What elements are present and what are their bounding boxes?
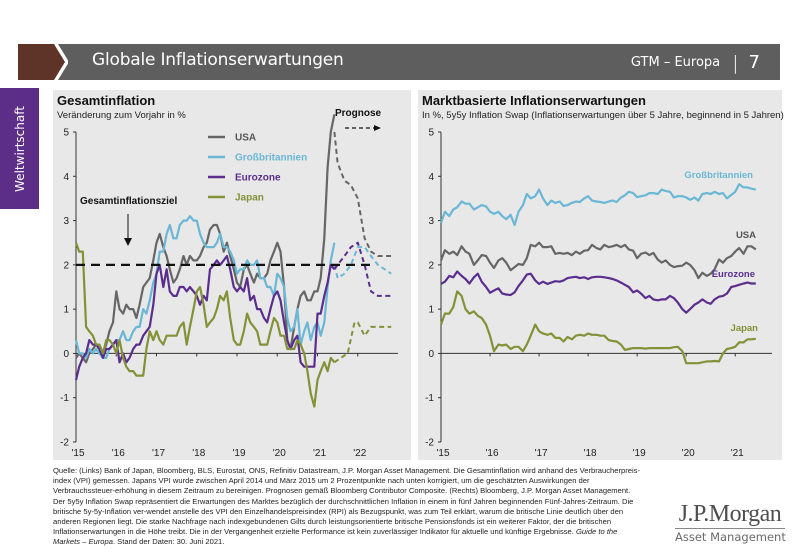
y-tick-label: 0 [428, 349, 434, 360]
legend-label-usa: USA [235, 133, 256, 144]
section-chevron-icon [18, 44, 68, 80]
x-tick-label: '18 [584, 448, 597, 459]
logo-wordmark: J.P.Morgan [678, 501, 782, 527]
source-footnote: Quelle: (Links) Bank of Japan, Bloomberg… [53, 466, 643, 548]
y-tick-label: 1 [428, 305, 434, 316]
y-tick-label: 3 [428, 216, 434, 227]
y-tick-label: 5 [428, 128, 434, 139]
x-tick-label: '16 [112, 448, 125, 459]
x-tick-label: '21 [313, 448, 326, 459]
x-tick-label: '21 [731, 448, 744, 459]
target-line-label: Gesamtinflationsziel [80, 196, 177, 207]
forecast-arrow-head-icon [374, 125, 381, 131]
footnote-date: . Stand der Daten: 30. Juni 2021. [112, 537, 225, 547]
series-line-usa-prognose [333, 131, 392, 257]
y-tick-label: 3 [63, 216, 69, 227]
series-line-japan [439, 290, 756, 365]
chart-panel-marktbasierte: Marktbasierte Inflationserwartungen In %… [418, 90, 784, 460]
page-number: 7 [748, 52, 760, 73]
footnote-text: Quelle: (Links) Bank of Japan, Bloomberg… [53, 466, 640, 537]
series-label-usa: USA [736, 230, 756, 241]
legend-label-grossbritannien: Großbritannien [235, 153, 307, 164]
chart-panel-gesamtinflation: Gesamtinflation Veränderung zum Vorjahr … [53, 90, 411, 460]
section-tab-label: Weltwirtschaft [12, 105, 27, 192]
jpmorgan-logo: J.P.Morgan Asset Management [675, 501, 786, 544]
y-tick-label: 5 [63, 128, 69, 139]
chart-title: Gesamtinflation [57, 93, 156, 108]
legend-label-japan: Japan [235, 193, 264, 204]
series-line-grossbritannien [439, 183, 757, 227]
series-line-grossbritannien-prognose [333, 246, 392, 280]
chart-title: Marktbasierte Inflationserwartungen [422, 93, 646, 108]
series-line-eurozone-prognose [333, 241, 392, 297]
footnote-guide-title: Guide to the Markets – Europa [53, 527, 618, 547]
y-tick-label: 4 [428, 172, 434, 183]
y-tick-label: 2 [63, 260, 69, 271]
x-tick-label: '16 [486, 448, 499, 459]
series-line-eurozone [74, 254, 336, 381]
series-line-japan-prognose [333, 321, 392, 364]
header-guide-info: GTM – Europa | 7 [631, 52, 760, 73]
x-tick-label: '19 [633, 448, 646, 459]
chart-subtitle: Veränderung zum Vorjahr in % [57, 110, 186, 121]
y-tick-label: -1 [60, 393, 69, 404]
target-arrow-head-icon [124, 238, 132, 246]
y-tick-label: 2 [428, 260, 434, 271]
x-tick-label: '17 [535, 448, 548, 459]
legend-label-eurozone: Eurozone [235, 173, 281, 184]
x-tick-label: '15 [71, 448, 84, 459]
x-tick-label: '19 [232, 448, 245, 459]
chart-marktbasierte-inflationserwartungen: -2 -1 0 1 2 3 4 5 '15 '16 '17 '18 '19 '20 '21 Großbrita… [425, 128, 772, 459]
series-label-eurozone: Eurozone [712, 269, 755, 280]
x-tick-label: '17 [152, 448, 165, 459]
y-tick-label: -2 [60, 438, 69, 449]
y-tick-label: 0 [63, 349, 69, 360]
forecast-label: Prognose [335, 108, 382, 119]
y-tick-label: 4 [63, 172, 69, 183]
y-tick-label: -2 [425, 438, 434, 449]
x-tick-label: '18 [192, 448, 205, 459]
x-tick-label: '15 [436, 448, 449, 459]
series-line-eurozone [440, 270, 756, 314]
chart-gesamtinflation: -2 -1 0 1 2 3 4 5 '15 '16 '17 '18 '19 '20 '21 '22 Gesamt… [60, 108, 398, 459]
series-label-japan: Japan [731, 323, 759, 334]
header-bar [18, 44, 780, 80]
x-tick-label: '20 [273, 448, 286, 459]
x-tick-label: '20 [682, 448, 695, 459]
header-separator: | [732, 51, 739, 74]
y-tick-label: -1 [425, 393, 434, 404]
guide-name: GTM – Europa [630, 55, 721, 70]
section-tab-weltwirtschaft[interactable]: Weltwirtschaft [0, 88, 39, 209]
page-title: Globale Inflationserwartungen [92, 50, 344, 70]
series-line-usa [439, 241, 757, 280]
logo-subtitle: Asset Management [675, 528, 786, 544]
y-tick-label: 1 [63, 305, 69, 316]
chart-subtitle: In %, 5y5y Inflation Swap (Inflationserw… [422, 110, 784, 121]
x-tick-label: '22 [353, 448, 366, 459]
series-label-grossbritannien: Großbritannien [684, 170, 753, 181]
series-line-japan [74, 242, 336, 408]
